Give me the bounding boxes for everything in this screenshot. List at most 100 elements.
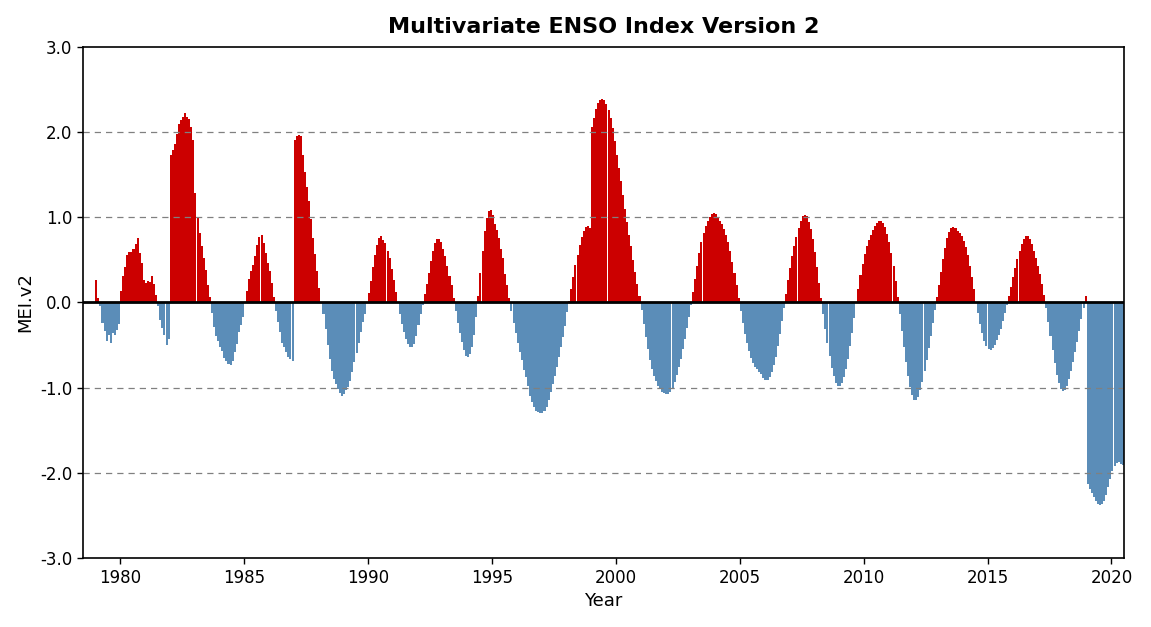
- Bar: [1097, 302, 1099, 503]
- Bar: [923, 302, 925, 371]
- Bar: [822, 302, 824, 314]
- Bar: [853, 302, 855, 318]
- Bar: [665, 302, 668, 394]
- Bar: [699, 253, 701, 302]
- Bar: [717, 217, 719, 302]
- Bar: [1032, 251, 1035, 302]
- Bar: [641, 302, 642, 310]
- Bar: [399, 302, 401, 315]
- Bar: [452, 298, 455, 302]
- Bar: [1136, 302, 1138, 430]
- Bar: [345, 302, 348, 390]
- Bar: [1003, 302, 1004, 322]
- Bar: [798, 228, 800, 302]
- Bar: [1143, 302, 1144, 394]
- Bar: [587, 226, 589, 302]
- Bar: [920, 302, 922, 391]
- Bar: [952, 227, 954, 302]
- Bar: [1081, 302, 1082, 319]
- Bar: [1084, 295, 1087, 302]
- Bar: [801, 216, 803, 302]
- Bar: [189, 119, 190, 302]
- Bar: [748, 302, 750, 351]
- Bar: [319, 288, 320, 302]
- Bar: [226, 302, 228, 361]
- Bar: [288, 302, 289, 357]
- Bar: [1037, 266, 1039, 302]
- Bar: [863, 254, 866, 302]
- Bar: [447, 266, 449, 302]
- Bar: [467, 302, 470, 357]
- Bar: [1055, 302, 1058, 375]
- Bar: [171, 150, 174, 302]
- Bar: [424, 294, 426, 302]
- Bar: [186, 117, 189, 302]
- Bar: [1029, 239, 1031, 302]
- Bar: [192, 140, 195, 302]
- Bar: [711, 214, 712, 302]
- Bar: [229, 302, 231, 365]
- Bar: [389, 258, 390, 302]
- Bar: [620, 181, 622, 302]
- Bar: [351, 302, 353, 372]
- Bar: [432, 251, 434, 302]
- Bar: [771, 302, 772, 372]
- Bar: [593, 117, 595, 302]
- Bar: [494, 224, 496, 302]
- Bar: [541, 302, 543, 413]
- Bar: [108, 302, 109, 335]
- Bar: [317, 271, 319, 302]
- Bar: [866, 246, 868, 302]
- Bar: [413, 302, 416, 344]
- Bar: [998, 302, 1000, 335]
- Bar: [132, 250, 135, 302]
- Bar: [218, 302, 219, 340]
- Bar: [894, 281, 897, 302]
- Bar: [382, 240, 384, 302]
- Bar: [899, 302, 901, 314]
- Bar: [1024, 236, 1027, 302]
- Bar: [793, 246, 795, 302]
- Bar: [369, 280, 372, 302]
- Bar: [988, 302, 990, 349]
- Bar: [420, 302, 421, 314]
- Bar: [725, 235, 727, 302]
- Bar: [1134, 302, 1136, 440]
- Bar: [176, 134, 178, 302]
- Bar: [348, 302, 349, 387]
- Bar: [980, 302, 982, 324]
- Bar: [1021, 244, 1022, 302]
- Bar: [200, 246, 203, 302]
- Bar: [119, 302, 120, 324]
- Bar: [692, 292, 694, 302]
- Bar: [143, 280, 145, 302]
- Bar: [901, 302, 902, 331]
- Bar: [208, 297, 211, 302]
- Bar: [159, 302, 161, 320]
- Bar: [595, 109, 597, 302]
- Bar: [359, 302, 361, 332]
- Bar: [228, 302, 229, 364]
- Bar: [967, 255, 969, 302]
- Bar: [843, 302, 845, 377]
- Bar: [285, 302, 288, 352]
- Y-axis label: MEI.v2: MEI.v2: [16, 273, 35, 332]
- Bar: [925, 302, 928, 360]
- Bar: [777, 302, 779, 346]
- Bar: [506, 285, 509, 302]
- Bar: [1006, 302, 1008, 305]
- Bar: [719, 221, 721, 302]
- Bar: [257, 246, 259, 302]
- Bar: [161, 302, 163, 328]
- Bar: [1014, 268, 1016, 302]
- Bar: [333, 302, 335, 379]
- Bar: [376, 245, 379, 302]
- Bar: [891, 253, 892, 302]
- Bar: [1087, 302, 1089, 483]
- Bar: [361, 302, 364, 322]
- Bar: [249, 279, 250, 302]
- Bar: [810, 229, 811, 302]
- Bar: [959, 233, 961, 302]
- Bar: [99, 302, 101, 306]
- Bar: [1099, 302, 1102, 505]
